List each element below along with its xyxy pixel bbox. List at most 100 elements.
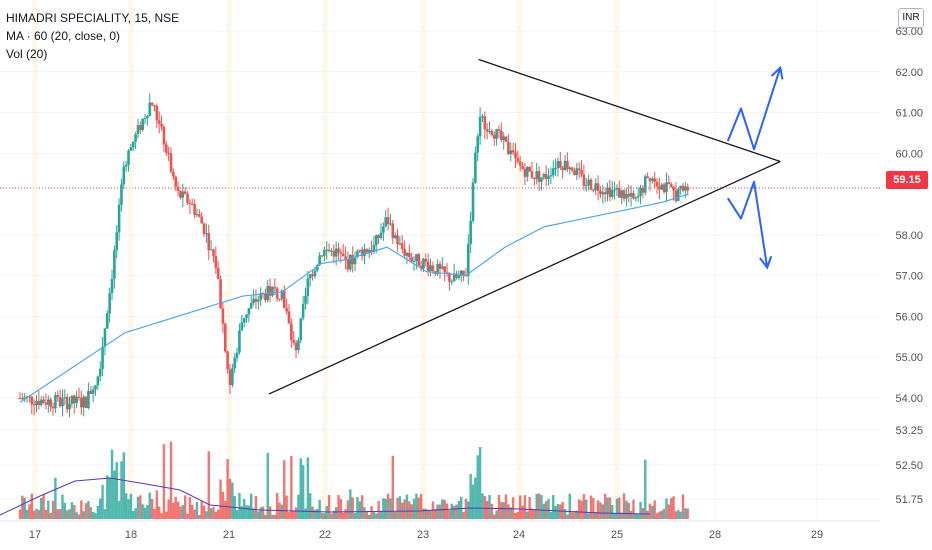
volume-indicator-label[interactable]: Vol (20) <box>6 47 48 61</box>
candle-body <box>65 396 69 410</box>
volume-bar <box>549 512 553 519</box>
candle-body <box>610 190 614 197</box>
candle-body <box>120 184 123 205</box>
candle-body <box>183 191 187 194</box>
x-tick-label: 18 <box>125 529 137 541</box>
volume-bar <box>398 496 402 519</box>
candle-body <box>306 278 310 296</box>
volume-bar <box>172 502 175 519</box>
candle-body <box>441 266 444 269</box>
volume-bar <box>554 506 557 519</box>
volume-bar <box>667 504 671 519</box>
candle-body <box>426 261 430 272</box>
candle-body <box>238 330 241 353</box>
candle-body <box>51 406 55 409</box>
volume-bar <box>568 493 571 519</box>
volume-bar <box>636 514 640 519</box>
volume-bar <box>120 461 123 519</box>
candle-body <box>134 134 137 142</box>
y-tick-label: 60.00 <box>895 148 923 160</box>
candle-body <box>502 136 505 141</box>
volume-bar <box>160 513 163 519</box>
volume-bar <box>471 484 475 519</box>
candle-body <box>200 216 203 224</box>
candle-body <box>660 184 664 190</box>
volume-bar <box>596 500 600 519</box>
candle-body <box>627 194 631 197</box>
volume-bar <box>252 508 255 519</box>
candle-body <box>37 400 41 405</box>
candle-body <box>77 396 81 398</box>
candle-body <box>374 235 378 245</box>
candle-body <box>625 194 628 199</box>
volume-bar <box>339 499 343 519</box>
volume-bar <box>523 495 527 519</box>
price-axis[interactable]: 63.00 62.00 61.00 60.00 58.00 57.00 56.00 55.00… <box>895 26 923 506</box>
volume-bar <box>301 465 305 519</box>
candle-body <box>108 293 111 314</box>
volume-bar <box>530 508 534 519</box>
candle-body <box>521 165 524 169</box>
volume-bar <box>485 501 489 519</box>
volume-bar <box>625 500 628 519</box>
volume-bar <box>259 507 262 519</box>
trendline-lower <box>268 160 781 395</box>
volume-bar <box>618 497 621 519</box>
volume-bar <box>124 493 128 519</box>
candle-body <box>346 259 350 270</box>
candle-body <box>72 395 76 404</box>
volume-bar <box>559 504 562 519</box>
candle-body <box>176 186 180 192</box>
volume-bar <box>264 514 267 519</box>
volume-bar <box>195 502 199 519</box>
candle-body <box>684 186 687 191</box>
candle-body <box>525 166 529 177</box>
candle-body <box>47 399 50 405</box>
volume-bar <box>415 493 418 519</box>
volume-bar <box>292 511 295 519</box>
candle-body <box>655 181 659 187</box>
volume-bar <box>58 509 62 519</box>
volume-bar <box>299 458 302 519</box>
volume-bar <box>153 508 156 519</box>
volume-bar <box>622 493 626 519</box>
volume-bar <box>419 494 423 519</box>
symbol-title[interactable]: HIMADRI SPECIALITY, 15, NSE <box>6 11 180 25</box>
candle-body <box>216 267 220 280</box>
volume-bar <box>391 455 394 519</box>
projection-arrows[interactable] <box>726 65 784 270</box>
volume-bar <box>193 509 196 519</box>
time-axis[interactable]: 17 18 21 22 23 24 25 28 29 <box>0 520 880 541</box>
candle-body <box>75 396 78 404</box>
candle-body <box>405 252 409 256</box>
volume-bar <box>266 452 269 519</box>
x-tick-label: 28 <box>709 529 721 541</box>
trendlines[interactable] <box>268 58 781 395</box>
candle-body <box>417 254 421 266</box>
candle-body <box>254 298 258 302</box>
candle-body <box>233 357 237 369</box>
candle-body <box>164 144 168 153</box>
y-tick-label: 52.50 <box>895 460 923 472</box>
volume-bar <box>306 457 310 519</box>
volume-bar <box>353 512 357 519</box>
volume-bar <box>75 512 78 519</box>
volume-bar <box>670 498 673 519</box>
volume-bar <box>115 462 118 519</box>
volume-bar <box>87 501 90 519</box>
volume-bar <box>271 514 274 519</box>
candle-body <box>157 120 161 124</box>
ma-indicator-label[interactable]: MA · 60 (20, close, 0) <box>6 29 121 43</box>
volume-bar <box>629 510 633 519</box>
candle-body <box>275 288 279 299</box>
candle-body <box>438 263 442 269</box>
candle-body <box>54 395 57 409</box>
candle-body <box>207 233 211 251</box>
y-tick-label: 61.00 <box>895 108 923 120</box>
candle-body <box>240 322 244 331</box>
volume-bar <box>235 510 239 519</box>
volume-bar <box>318 499 321 519</box>
candle-body <box>341 253 345 257</box>
currency-label[interactable]: INR <box>898 8 924 28</box>
